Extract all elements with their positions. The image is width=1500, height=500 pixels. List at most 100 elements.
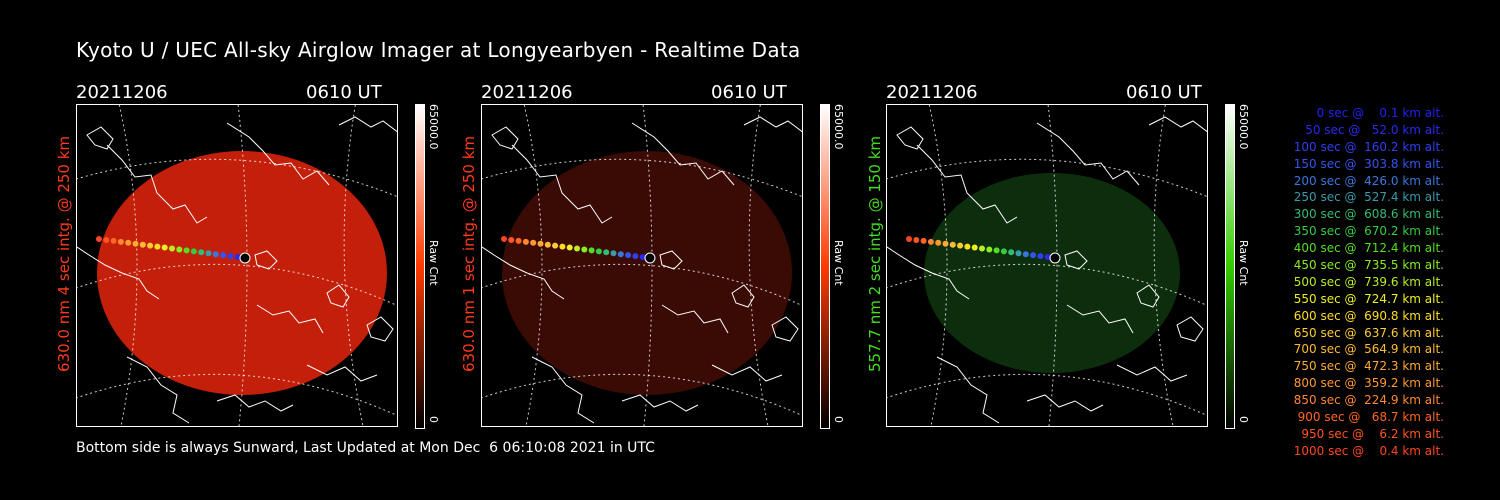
trajectory-point (625, 252, 632, 259)
lat-lon-gridline (118, 105, 138, 426)
coastline (771, 316, 799, 342)
legend-row: 200 sec @ 426.0 km alt. (1289, 173, 1444, 188)
trajectory-point (227, 253, 234, 260)
trajectory-point (515, 237, 522, 244)
coastline (887, 246, 970, 300)
allsky-map (887, 105, 1207, 426)
colorbar-unit-label: Raw Cnt (427, 240, 440, 286)
trajectory-point (125, 239, 132, 246)
coastline (1036, 122, 1140, 186)
lat-lon-gridline (1047, 105, 1058, 426)
colorbar (415, 104, 425, 429)
legend-row: 500 sec @ 739.6 km alt. (1289, 274, 1444, 289)
allsky-map (77, 105, 397, 426)
coastline (1026, 394, 1104, 412)
station-marker (239, 252, 251, 264)
coastline (711, 364, 783, 382)
trajectory-point (1044, 254, 1051, 261)
trajectory-point (920, 237, 927, 244)
coastline (306, 364, 378, 382)
panel-date: 20211206 (886, 82, 978, 103)
lat-lon-gridline (642, 105, 653, 426)
coastline (126, 356, 190, 424)
allsky-image-630nm-4s (76, 104, 398, 427)
trajectory-point (1030, 252, 1037, 259)
trajectory-point (942, 240, 949, 247)
colorbar-max-label: 65000.0 (1237, 104, 1250, 150)
trajectory-point (935, 239, 942, 246)
trajectory-point (927, 238, 934, 245)
trajectory-point (574, 245, 580, 252)
trajectory-point (544, 241, 551, 248)
legend-row: 600 sec @ 690.8 km alt. (1289, 308, 1444, 323)
trajectory-point (169, 245, 175, 252)
colorbar (820, 104, 830, 429)
legend-row: 1000 sec @ 0.4 km alt. (1293, 443, 1444, 458)
trajectory-point (632, 253, 639, 260)
trajectory-point (132, 240, 139, 247)
trajectory-point (522, 238, 529, 245)
trajectory-point (176, 246, 183, 253)
trajectory-point (508, 236, 515, 243)
coastline (916, 144, 1018, 224)
trajectory-point (147, 242, 154, 249)
trajectory-point (1022, 251, 1029, 258)
coastline (659, 250, 683, 270)
coastline (621, 394, 699, 412)
lat-lon-gridline (1153, 105, 1174, 426)
legend-row: 850 sec @ 224.9 km alt. (1289, 393, 1444, 408)
trajectory-point (103, 236, 110, 243)
legend-row: 150 sec @ 303.8 km alt. (1289, 156, 1444, 171)
lat-lon-gridline (77, 263, 397, 307)
trajectory-point (220, 252, 227, 259)
trajectory-point (603, 249, 610, 256)
legend-row: 550 sec @ 724.7 km alt. (1289, 291, 1444, 306)
trajectory-point (552, 242, 559, 249)
footer-status: Bottom side is always Sunward, Last Upda… (76, 440, 655, 456)
coastline (511, 144, 613, 224)
trajectory-point (993, 247, 1000, 254)
legend-row: 700 sec @ 564.9 km alt. (1289, 342, 1444, 357)
colorbar (1225, 104, 1235, 429)
trajectory-point (906, 236, 912, 242)
coastline (491, 126, 519, 150)
panel-channel-label: 630.0 nm 1 sec intg. @ 250 km (460, 135, 478, 372)
trajectory-point (559, 243, 566, 250)
lat-lon-gridline (887, 373, 1207, 417)
trajectory-point (581, 246, 588, 253)
airglow-field-of-view (97, 151, 387, 395)
colorbar-min-label: 0 (832, 416, 845, 423)
colorbar-max-label: 65000.0 (427, 104, 440, 150)
lat-lon-gridline (482, 263, 802, 307)
panel-date: 20211206 (76, 82, 168, 103)
trajectory-point (96, 236, 102, 242)
coastline (743, 116, 802, 133)
legend-row: 250 sec @ 527.4 km alt. (1289, 190, 1444, 205)
trajectory-point (617, 251, 624, 258)
coastline (326, 284, 350, 308)
trajectory-point (949, 241, 956, 248)
legend-row: 900 sec @ 68.7 km alt. (1293, 410, 1444, 425)
coastline (1136, 284, 1160, 308)
coastline (896, 126, 924, 150)
legend-row: 950 sec @ 6.2 km alt. (1297, 426, 1444, 441)
trajectory-point (971, 244, 978, 251)
panel-time: 0610 UT (1126, 82, 1202, 103)
lat-lon-gridline (482, 373, 802, 417)
trajectory-point (1037, 253, 1044, 260)
coastline (77, 246, 160, 300)
coastline (86, 126, 114, 150)
panel-time: 0610 UT (711, 82, 787, 103)
colorbar-min-label: 0 (1237, 416, 1250, 423)
trajectory-point (205, 250, 212, 257)
airglow-field-of-view (502, 151, 792, 395)
trajectory-point (198, 249, 205, 256)
lat-lon-gridline (748, 105, 769, 426)
trajectory-point (913, 236, 920, 243)
trajectory-point (1000, 248, 1007, 255)
trajectory-point (501, 236, 507, 242)
colorbar-unit-label: Raw Cnt (832, 240, 845, 286)
coastline (216, 394, 294, 412)
lat-lon-gridline (523, 105, 543, 426)
airglow-field-of-view (924, 173, 1180, 373)
